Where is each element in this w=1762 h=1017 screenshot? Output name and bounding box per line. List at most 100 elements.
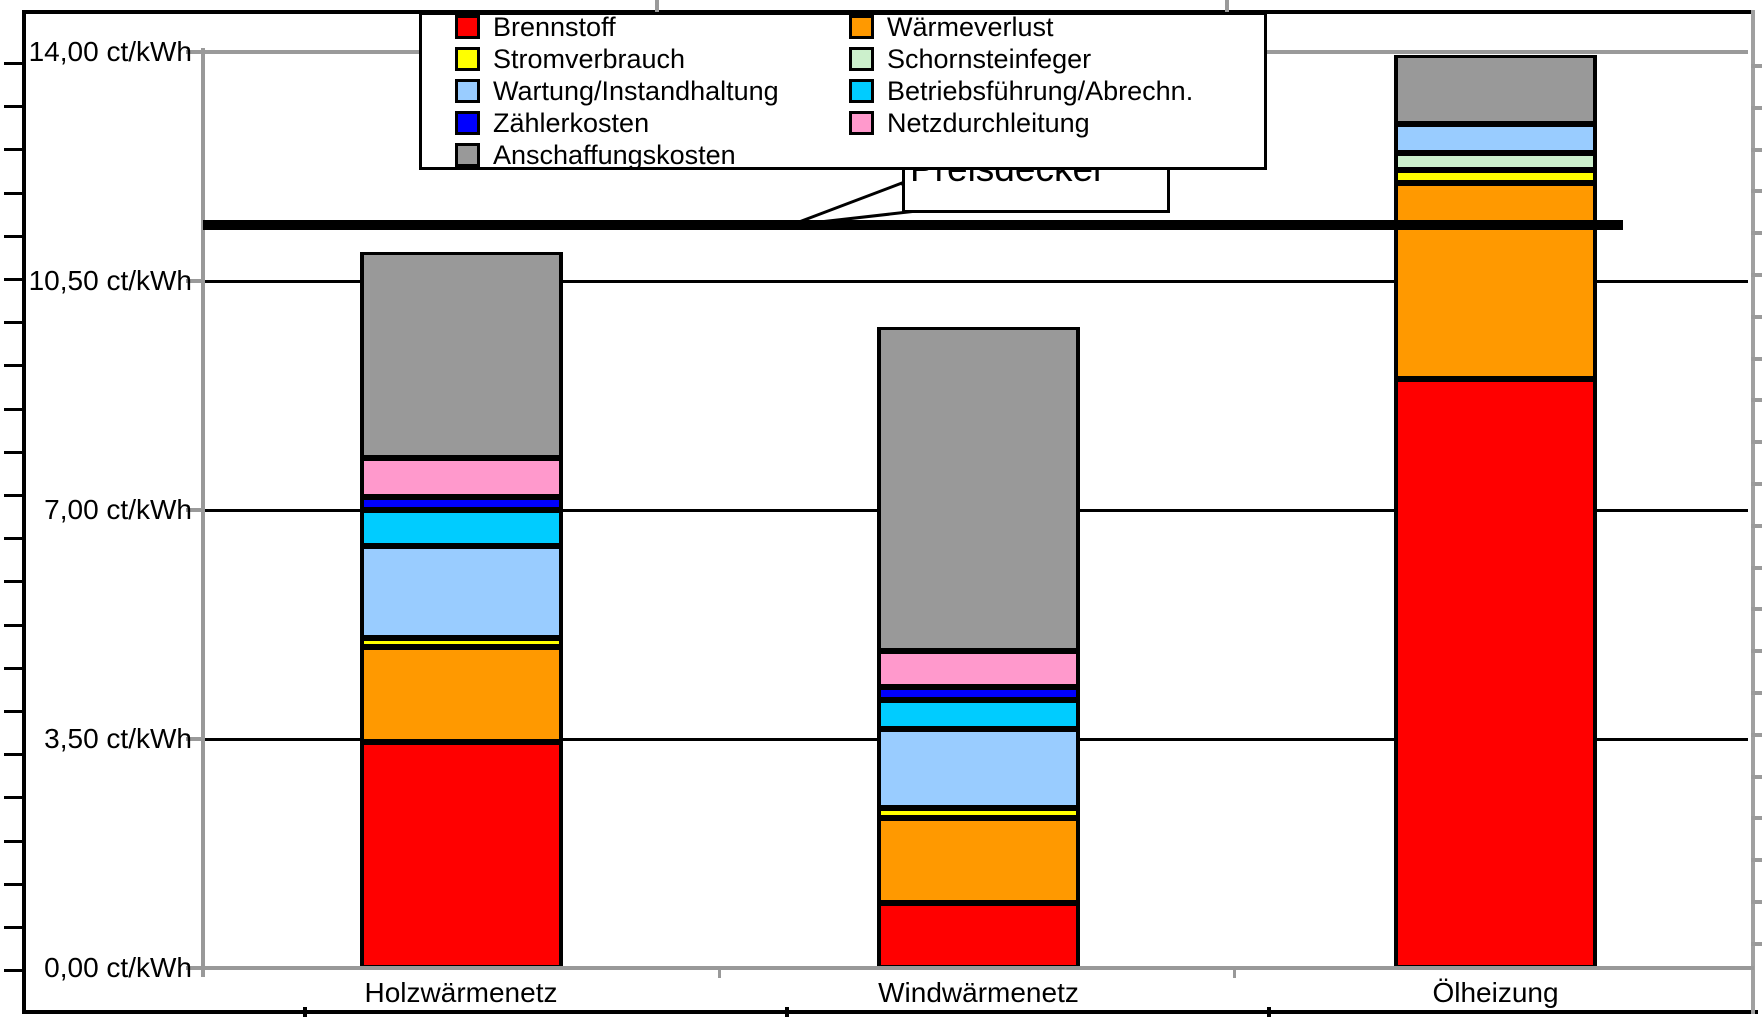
- frame-tick-left: [4, 623, 22, 627]
- chart-frame-right: [1751, 10, 1755, 1014]
- bar-oelheizung-segment-schornsteinfeger: [1394, 153, 1597, 170]
- frame-tick-bottom: [303, 1007, 307, 1017]
- frame-tick-left: [4, 148, 22, 152]
- frame-tick-left: [4, 882, 22, 886]
- price-cap-line: [203, 220, 1623, 231]
- frame-tick-right: [1751, 482, 1762, 486]
- y-axis-tick: [186, 508, 203, 512]
- bar-holzwaermenetz-segment-stromverbrauch: [359, 637, 563, 648]
- bar-holzwaermenetz-segment-anschaffungskosten: [359, 251, 563, 458]
- frame-tick-left: [4, 753, 22, 757]
- frame-tick-left: [4, 234, 22, 238]
- legend-swatch-stromverbrauch: [455, 47, 480, 71]
- y-axis-label: 14,00 ct/kWh: [28, 36, 192, 67]
- frame-tick-left: [4, 450, 22, 454]
- y-axis-tick: [186, 737, 203, 741]
- legend-label-waermeverlust: Wärmeverlust: [887, 12, 1054, 42]
- bar-holzwaermenetz-segment-zaehlerkosten: [359, 496, 563, 510]
- bar-windwaermenetz-segment-anschaffungskosten: [877, 326, 1080, 651]
- category-label-windwaermenetz: Windwärmenetz: [878, 977, 1079, 1008]
- frame-tick-right: [1751, 774, 1762, 779]
- bar-holzwaermenetz-segment-brennstoff: [359, 742, 563, 968]
- bar-oelheizung-segment-wartung-instandhaltung: [1394, 123, 1597, 154]
- frame-tick-right: [1751, 649, 1762, 654]
- bar-holzwaermenetz-segment-netzdurchleitung: [359, 457, 563, 497]
- frame-tick-left: [4, 839, 22, 843]
- y-axis-label: 10,50 ct/kWh: [28, 265, 192, 296]
- frame-tick-right: [1751, 356, 1762, 361]
- bar-windwaermenetz-segment-brennstoff: [877, 902, 1080, 968]
- frame-tick-left: [4, 580, 22, 584]
- chart-frame-left: [22, 10, 26, 1014]
- frame-tick-right: [1751, 900, 1762, 904]
- frame-tick-right: [1751, 398, 1762, 403]
- bar-windwaermenetz-segment-netzdurchleitung: [877, 650, 1080, 687]
- legend-swatch-zaehlerkosten: [455, 111, 480, 135]
- y-axis-tick: [186, 50, 203, 54]
- frame-tick-right: [1751, 941, 1762, 946]
- frame-tick-right: [1751, 607, 1762, 612]
- frame-tick-right: [1751, 314, 1762, 319]
- y-axis-label: 3,50 ct/kWh: [44, 723, 192, 754]
- frame-tick-right: [1751, 565, 1762, 570]
- legend-swatch-wartung-instandhaltung: [455, 79, 480, 103]
- frame-tick-left: [4, 105, 22, 109]
- frame-tick-left: [4, 191, 22, 195]
- legend-label-zaehlerkosten: Zählerkosten: [493, 108, 650, 138]
- legend-label-betriebsfuehrung-abrechn: Betriebsführung/Abrechn.: [887, 76, 1194, 106]
- legend-box: [419, 12, 1267, 170]
- frame-tick-top: [1225, 0, 1229, 13]
- bar-windwaermenetz-segment-wartung-instandhaltung: [877, 729, 1080, 808]
- legend-swatch-anschaffungskosten: [455, 143, 480, 167]
- frame-tick-left: [4, 666, 22, 670]
- frame-tick-right: [1751, 231, 1762, 236]
- frame-tick-left: [4, 969, 22, 973]
- x-axis-category-tick: [1233, 968, 1236, 978]
- gridline-10-50-ct-kwh: [203, 279, 1748, 283]
- legend-label-anschaffungskosten: Anschaffungskosten: [493, 140, 736, 170]
- frame-tick-left: [4, 537, 22, 541]
- legend-swatch-netzdurchleitung: [849, 111, 874, 135]
- bar-windwaermenetz-segment-stromverbrauch: [877, 807, 1080, 818]
- bar-oelheizung-segment-waermeverlust: [1394, 182, 1597, 380]
- frame-tick-right: [1751, 523, 1762, 528]
- frame-tick-bottom: [785, 1007, 789, 1017]
- bar-holzwaermenetz-segment-wartung-instandhaltung: [359, 545, 563, 638]
- frame-tick-right: [1751, 147, 1762, 152]
- frame-tick-right: [1751, 858, 1762, 863]
- frame-tick-right: [1751, 732, 1762, 737]
- frame-tick-left: [4, 494, 22, 497]
- frame-tick-right: [1751, 440, 1762, 445]
- frame-tick-right: [1751, 105, 1762, 110]
- legend-label-schornsteinfeger: Schornsteinfeger: [887, 44, 1092, 74]
- y-axis-label: 7,00 ct/kWh: [44, 494, 192, 525]
- frame-tick-right: [1751, 189, 1762, 194]
- y-axis-label: 0,00 ct/kWh: [44, 952, 192, 983]
- legend-label-stromverbrauch: Stromverbrauch: [493, 44, 686, 74]
- bar-windwaermenetz-segment-betriebsfuehrung-abrechn: [877, 699, 1080, 730]
- frame-tick-left: [4, 278, 22, 281]
- chart-frame-bottom: [22, 1010, 1758, 1014]
- frame-tick-left: [4, 321, 22, 325]
- callout-leader: [789, 181, 920, 227]
- bar-oelheizung-segment-brennstoff: [1394, 379, 1597, 968]
- frame-tick-left: [4, 710, 22, 713]
- y-axis-tick: [186, 966, 203, 970]
- frame-tick-right: [1751, 64, 1762, 68]
- frame-tick-right: [1751, 273, 1762, 277]
- frame-tick-right: [1751, 691, 1762, 695]
- x-axis-line: [201, 966, 1754, 970]
- category-label-oelheizung: Ölheizung: [1432, 977, 1559, 1008]
- bar-holzwaermenetz-segment-betriebsfuehrung-abrechn: [359, 510, 563, 546]
- frame-tick-left: [4, 926, 22, 929]
- y-axis-tick: [186, 279, 203, 283]
- legend-label-wartung-instandhaltung: Wartung/Instandhaltung: [493, 76, 779, 106]
- y-axis-line: [201, 48, 205, 977]
- legend-label-netzdurchleitung: Netzdurchleitung: [887, 108, 1090, 138]
- category-label-holzwaermenetz: Holzwärmenetz: [364, 977, 558, 1008]
- frame-tick-left: [4, 407, 22, 411]
- legend-swatch-schornsteinfeger: [849, 47, 874, 71]
- frame-tick-bottom: [1267, 1007, 1271, 1017]
- bar-windwaermenetz-segment-waermeverlust: [877, 817, 1080, 903]
